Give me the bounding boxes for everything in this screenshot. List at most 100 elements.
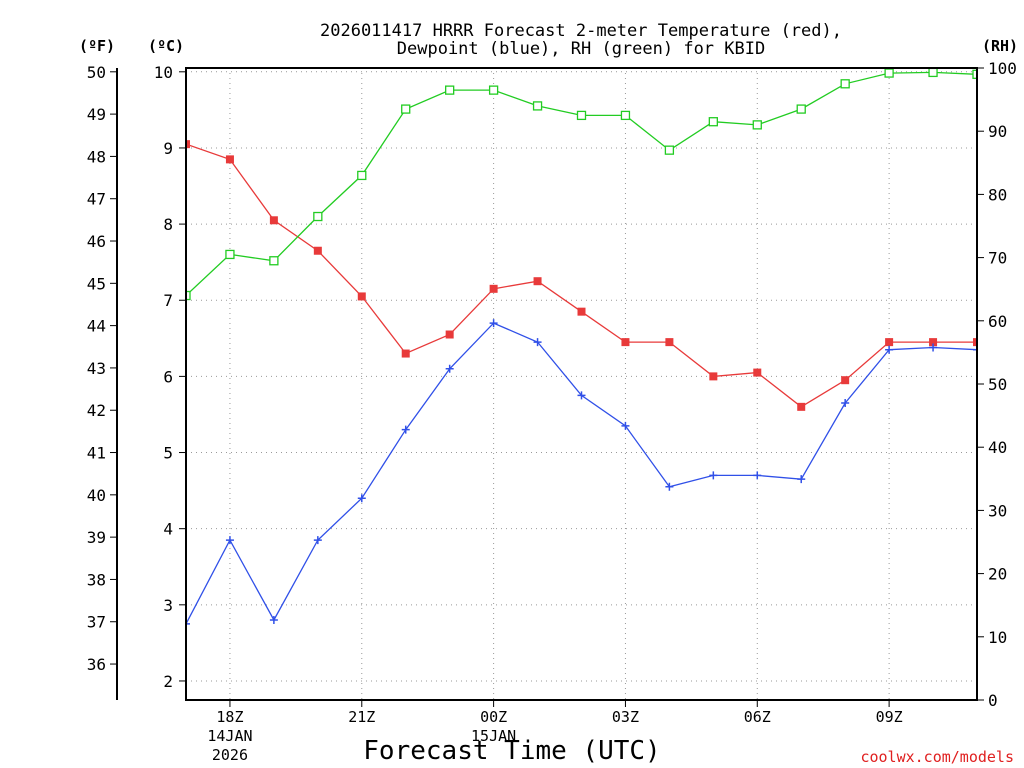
fahrenheit-axis-label: (ºF): [79, 37, 115, 55]
rh-axis: 0 10 20 30 40 50 60 70 80 90 100: [977, 59, 1017, 710]
rh-tick-label: 90: [988, 122, 1007, 141]
dewpoint-point: [533, 338, 542, 347]
rh-point: [752, 120, 762, 130]
rh-point: [532, 101, 543, 111]
temperature-point: [445, 330, 454, 339]
dewpoint-point: [577, 391, 586, 400]
dewpoint-point: [621, 421, 630, 430]
dewpoint-point: [665, 482, 674, 491]
temperature-point: [973, 338, 977, 347]
rh-point: [445, 85, 455, 95]
dewpoint-point: [269, 616, 278, 625]
temperature-point: [489, 284, 498, 293]
dewpoint-point: [225, 536, 234, 545]
fahrenheit-tick-label: 45: [87, 274, 106, 293]
chart-title-line2: Dewpoint (blue), RH (green) for KBID: [397, 39, 765, 59]
temperature-point: [665, 338, 674, 347]
rh-point: [972, 69, 977, 79]
x-tick-label: 00Z: [480, 708, 507, 726]
celsius-tick-label: 8: [163, 215, 173, 234]
x-tick-year: 2026: [212, 746, 248, 764]
temperature-point: [225, 155, 234, 164]
temperature-point: [621, 338, 630, 347]
temperature-point: [709, 372, 718, 381]
fahrenheit-tick-label: 46: [87, 232, 106, 251]
plot-frame: [185, 67, 978, 701]
rh-tick-label: 30: [988, 501, 1007, 520]
celsius-tick-label: 2: [163, 672, 173, 691]
temperature-point: [841, 376, 850, 385]
celsius-axis-label: (ºC): [148, 37, 184, 55]
dewpoint-point: [797, 475, 806, 484]
temperature-point: [577, 307, 586, 316]
temperature-point: [401, 349, 410, 358]
x-axis-title: Forecast Time (UTC): [363, 736, 660, 766]
rh-point: [488, 85, 499, 95]
rh-point: [840, 79, 850, 89]
rh-point: [401, 104, 411, 114]
temperature-point: [269, 216, 278, 225]
dewpoint-point: [973, 345, 977, 354]
temperature-point: [885, 338, 894, 347]
fahrenheit-tick-label: 50: [87, 63, 106, 82]
grid-lines: [186, 68, 977, 700]
rh-point: [357, 170, 367, 181]
rh-axis-label: (RH): [982, 37, 1018, 55]
temperature-point: [186, 140, 190, 149]
rh-point: [313, 211, 323, 222]
dewpoint-point: [841, 399, 850, 408]
rh-tick-label: 60: [988, 312, 1007, 331]
rh-tick-label: 20: [988, 565, 1007, 584]
dewpoint-point: [709, 471, 718, 480]
celsius-tick-label: 9: [163, 139, 173, 158]
temperature-point: [533, 277, 542, 286]
data-series: [186, 67, 977, 628]
fahrenheit-tick-label: 36: [87, 655, 106, 674]
celsius-axis: 2 3 4 5 6 7 8 9 10: [154, 63, 186, 691]
dewpoint-point: [929, 343, 938, 352]
x-tick-label: 06Z: [744, 708, 771, 726]
temperature-series-line: [186, 143, 977, 408]
dewpoint-point: [445, 364, 454, 373]
credit-text: coolwx.com/models: [860, 748, 1014, 766]
celsius-tick-label: 4: [163, 520, 173, 539]
fahrenheit-tick-label: 43: [87, 359, 106, 378]
rh-tick-label: 40: [988, 438, 1007, 457]
temperature-point: [753, 368, 762, 377]
dewpoint-point: [186, 619, 190, 628]
fahrenheit-tick-label: 37: [87, 613, 106, 632]
x-tick-label: 18Z: [216, 708, 243, 726]
temperature-point: [929, 338, 938, 347]
rh-point: [664, 145, 675, 155]
chart-title-line1: 2026011417 HRRR Forecast 2-meter Tempera…: [320, 21, 842, 41]
rh-tick-label: 70: [988, 249, 1007, 268]
rh-point: [928, 67, 938, 78]
fahrenheit-tick-label: 42: [87, 401, 106, 420]
celsius-tick-label: 10: [154, 63, 173, 82]
fahrenheit-tick-label: 39: [87, 528, 106, 547]
dewpoint-point: [313, 536, 322, 545]
rh-tick-label: 0: [988, 691, 998, 710]
celsius-tick-label: 7: [163, 291, 173, 310]
dewpoint-point: [357, 494, 366, 503]
rh-series-line: [186, 71, 977, 296]
celsius-tick-label: 6: [163, 367, 173, 386]
fahrenheit-axis: 36 37 38 39 40 41 42 43 44 45 46 47 48 49 50: [87, 63, 118, 700]
fahrenheit-tick-label: 48: [87, 147, 106, 166]
rh-tick-label: 50: [988, 375, 1007, 394]
dewpoint-point: [885, 345, 894, 354]
rh-point: [620, 110, 631, 121]
rh-tick-label: 100: [988, 59, 1017, 78]
rh-point: [884, 68, 894, 78]
rh-point: [186, 290, 191, 301]
celsius-tick-label: 3: [163, 596, 173, 615]
dewpoint-point: [489, 319, 498, 328]
x-tick-label: 21Z: [348, 708, 375, 726]
dewpoint-point: [401, 425, 410, 434]
fahrenheit-tick-label: 49: [87, 105, 106, 124]
temperature-point: [313, 246, 322, 255]
celsius-tick-label: 5: [163, 444, 173, 463]
fahrenheit-tick-label: 41: [87, 444, 106, 463]
temperature-point: [357, 292, 366, 301]
